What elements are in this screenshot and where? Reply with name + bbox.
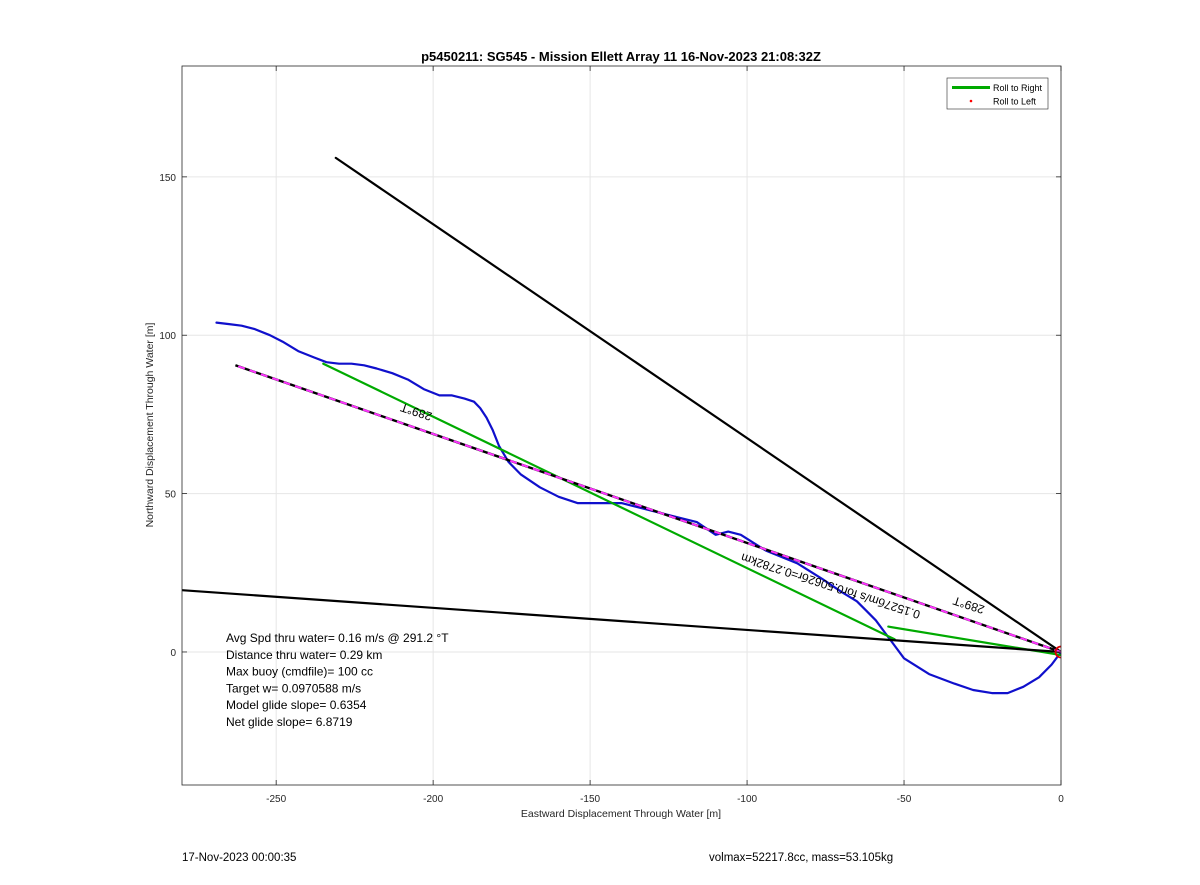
x-tick-label: 0 — [1058, 794, 1064, 805]
start-marker — [1054, 645, 1061, 659]
legend-label-roll-right: Roll to Right — [993, 83, 1043, 93]
stats-line: Avg Spd thru water= 0.16 m/s @ 291.2 °T — [226, 631, 449, 645]
x-axis-label: Eastward Displacement Through Water [m] — [521, 808, 721, 820]
stats-annotations: Avg Spd thru water= 0.16 m/s @ 291.2 °T D… — [226, 631, 449, 729]
plot-frame — [181, 65, 1062, 786]
ticks: -250 -200 -150 -100 -50 0 0 50 100 150 — [159, 66, 1064, 805]
series-line-2 — [322, 362, 896, 641]
y-tick-label: 150 — [159, 173, 176, 184]
chart-title: p5450211: SG545 - Mission Ellett Array 1… — [421, 49, 821, 64]
series-line-4 — [182, 589, 1061, 654]
stats-line: Target w= 0.0970588 m/s — [226, 681, 361, 695]
y-tick-label: 50 — [165, 490, 177, 501]
x-tick-label: -200 — [423, 794, 443, 805]
x-tick-label: -50 — [897, 794, 912, 805]
series-line-5-dash — [235, 364, 1061, 653]
legend: Roll to Right Roll to Left — [946, 77, 1049, 110]
stats-line: Net glide slope= 6.8719 — [226, 715, 353, 729]
stats-line: Max buoy (cmdfile)= 100 cc — [226, 665, 373, 679]
y-axis-label: Northward Displacement Through Water [m] — [144, 323, 156, 528]
y-tick-label: 0 — [170, 648, 176, 659]
x-tick-label: -150 — [580, 794, 600, 805]
legend-box — [946, 77, 1049, 110]
x-tick-label: -250 — [266, 794, 286, 805]
series-line-0 — [215, 321, 1061, 695]
footer-timestamp: 17-Nov-2023 00:00:35 — [182, 852, 297, 864]
stats-line: Distance thru water= 0.29 km — [226, 648, 382, 662]
legend-swatch-roll-left — [969, 99, 973, 103]
y-tick-label: 100 — [159, 331, 176, 342]
legend-label-roll-left: Roll to Left — [993, 97, 1037, 107]
footer-vol-mass: volmax=52217.8cc, mass=53.105kg — [709, 852, 894, 864]
stats-line: Model glide slope= 0.6354 — [226, 698, 367, 712]
x-tick-label: -100 — [737, 794, 757, 805]
series-line-3 — [334, 156, 1061, 654]
